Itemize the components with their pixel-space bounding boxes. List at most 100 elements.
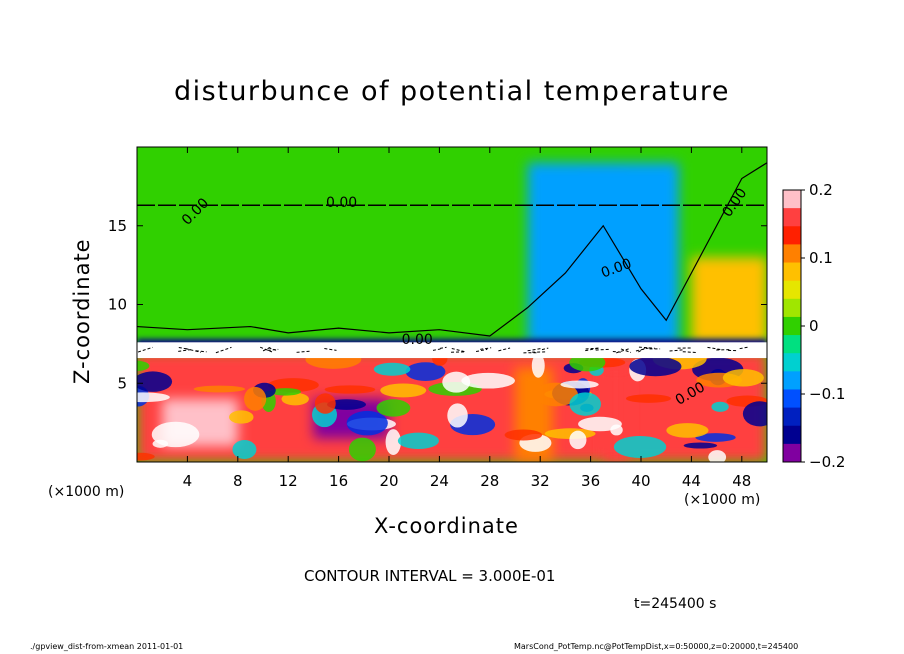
colorbar-tick-label: 0.2 <box>809 181 833 199</box>
dashed-contour <box>432 348 441 351</box>
dashed-contour <box>268 347 278 352</box>
time-stamp: t=245400 s <box>634 596 717 612</box>
dashed-contour <box>638 347 645 353</box>
colorbar-swatch <box>783 371 801 390</box>
colorbar-swatch <box>783 208 801 227</box>
turbulence-cell <box>281 392 309 406</box>
dashed-contour <box>620 348 632 353</box>
contour-label: 0.00 <box>402 332 433 348</box>
turbulence-cell <box>504 429 543 441</box>
turbulence-cell <box>270 388 301 396</box>
y-tick-label: 10 <box>108 296 127 314</box>
x-tick-label: 8 <box>233 472 243 490</box>
dashed-contour <box>475 348 488 353</box>
turbulence-cell <box>683 442 718 449</box>
turbulence-cell <box>324 385 376 394</box>
y-axis: 5 10 15 <box>108 217 767 392</box>
dashed-contour <box>595 348 609 351</box>
turbulence-cell <box>629 356 682 377</box>
turbulence-cell <box>708 450 727 462</box>
turbulence-cell <box>613 435 667 458</box>
x-unit-label-right: (×1000 m) <box>684 492 761 508</box>
dashed-contour <box>707 346 721 350</box>
turbulence-cell <box>695 433 736 442</box>
x-tick-label: 16 <box>329 472 348 490</box>
dashed-contour <box>451 348 465 353</box>
turbulence-cell <box>531 353 545 378</box>
dashed-contour <box>178 349 191 352</box>
chart-title: disturbunce of potential temperature <box>174 76 730 107</box>
turbulence-cell <box>385 429 401 455</box>
contour-labels: 0.000.000.000.000.000.00 <box>179 185 750 408</box>
turbulence-cell <box>376 399 411 417</box>
contour-lines <box>137 162 767 462</box>
dashed-contour <box>267 348 279 351</box>
turbulence-cell <box>229 410 254 424</box>
turbulence-cell <box>346 410 388 436</box>
turbulence-cell <box>569 353 606 372</box>
inversion-band <box>137 342 767 359</box>
dashed-contour <box>638 346 655 349</box>
colorbar-swatch <box>783 425 801 445</box>
dashed-contour <box>215 346 232 354</box>
colorbar-tick-label: 0 <box>809 317 819 335</box>
dashed-contour <box>669 349 684 352</box>
turbulence-cell <box>442 371 471 393</box>
turbulence-cell <box>232 440 257 459</box>
turbulence-cell <box>560 380 599 389</box>
x-tick-label: 32 <box>531 472 550 490</box>
colorbar-swatch <box>783 407 801 427</box>
y-tick-label: 5 <box>117 374 127 392</box>
dashed-contour <box>739 346 748 350</box>
dashed-contour <box>612 351 622 353</box>
x-tick-label: 4 <box>183 472 193 490</box>
footer-command: ./gpview_dist-from-xmean 2011-01-01 <box>30 642 184 651</box>
dashed-contour <box>296 350 312 353</box>
dashed-contour <box>137 346 153 353</box>
turbulence-cell <box>569 392 601 416</box>
dashed-contour <box>178 347 189 350</box>
colorbar-swatch <box>783 190 801 209</box>
dashed-contour <box>682 351 697 353</box>
turbulence-cell <box>244 386 267 411</box>
turbulence-cell <box>447 403 468 428</box>
colorbar-swatch <box>783 353 801 372</box>
dashed-contour <box>259 346 273 353</box>
colorbar-tick-label: −0.1 <box>809 385 845 403</box>
turbulence-cell <box>151 421 200 448</box>
dashed-contour <box>439 346 447 349</box>
colorbar-swatch <box>783 389 801 409</box>
zero-contour <box>137 162 767 337</box>
dashed-contour <box>585 347 601 350</box>
turbulence-cell <box>327 399 367 410</box>
x-tick-label: 36 <box>581 472 600 490</box>
x-unit-label-left: (×1000 m) <box>48 484 125 500</box>
turbulence-cell <box>742 401 767 427</box>
dashed-contour <box>195 350 207 353</box>
x-tick-label: 40 <box>631 472 650 490</box>
dashed-contour <box>480 347 492 350</box>
turbulence-cell <box>397 432 439 450</box>
dashed-contour <box>616 348 630 354</box>
x-tick-label: 20 <box>379 472 398 490</box>
x-tick-label: 48 <box>732 472 751 490</box>
turbulence-cell <box>578 416 622 432</box>
colorbar: 0.2 0.1 0 −0.1 −0.2 <box>782 181 845 471</box>
turbulence-cell <box>373 362 411 376</box>
turbulence-cell <box>314 393 336 414</box>
turbulence-cell <box>533 382 579 407</box>
x-tick-label: 28 <box>480 472 499 490</box>
colorbar-swatch <box>783 316 801 336</box>
colorbar-swatch <box>783 298 801 318</box>
turbulence-cell <box>405 362 446 381</box>
heatmap-region <box>691 257 767 344</box>
heatmap-region <box>527 162 679 344</box>
colorbar-swatch <box>783 335 801 354</box>
turbulence-cell <box>137 371 173 392</box>
footer-source: MarsCond_PotTemp.nc@PotTempDist,x=0:5000… <box>514 642 799 651</box>
turbulence-cell <box>461 372 515 389</box>
turbulence-cell <box>193 385 246 393</box>
turbulence-cell <box>625 394 672 403</box>
colorbar-swatch <box>783 280 801 300</box>
